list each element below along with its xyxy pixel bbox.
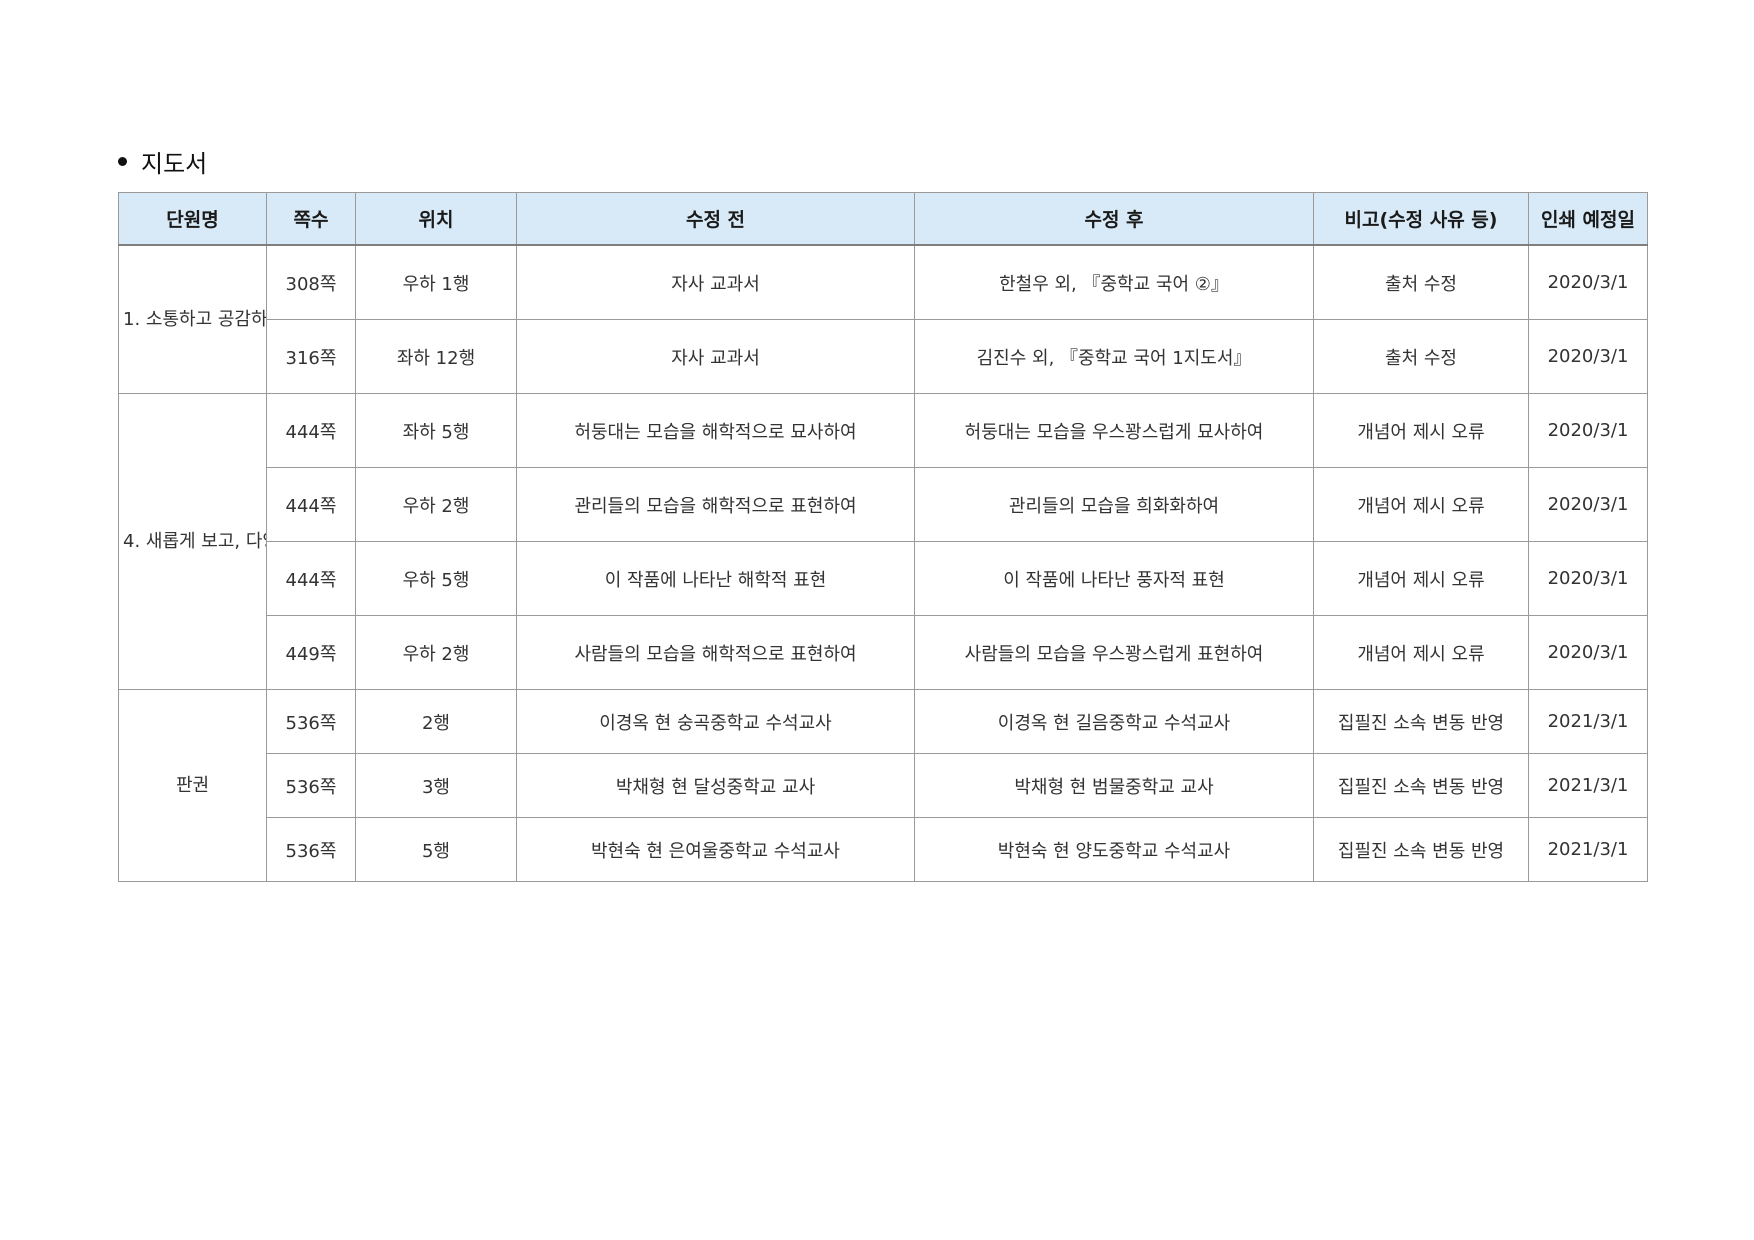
header-note: 비고(수정 사유 등) xyxy=(1313,192,1529,246)
table-row: 536쪽 5행 박현숙 현 은여울중학교 수석교사 박현숙 현 양도중학교 수석… xyxy=(119,817,1648,882)
section-heading: 지도서 xyxy=(118,144,207,179)
unit-cell: 1. 소통하고 공감하는 삶 xyxy=(118,244,267,394)
table-row: 1. 소통하고 공감하는 삶 308쪽 우하 1행 자사 교과서 한철우 외, … xyxy=(118,244,1648,394)
note-cell: 집필진 소속 변동 반영 xyxy=(1313,689,1529,754)
print-date-cell: 2021/3/1 xyxy=(1528,753,1648,818)
table-row: 536쪽 3행 박채형 현 달성중학교 교사 박채형 현 범물중학교 교사 집필… xyxy=(119,753,1648,818)
table-row: 판권 536쪽 2행 이경옥 현 숭곡중학교 수석교사 이경옥 현 길음중학교 … xyxy=(118,689,1648,882)
header-position: 위치 xyxy=(355,192,517,246)
position-cell: 3행 xyxy=(355,753,517,818)
unit-cell: 4. 새롭게 보고, 다양하게 표현하고 xyxy=(118,393,267,690)
header-after: 수정 후 xyxy=(914,192,1314,246)
note-cell: 개념어 제시 오류 xyxy=(1313,467,1529,542)
before-cell: 사람들의 모습을 해학적으로 표현하여 xyxy=(516,615,915,690)
after-cell: 이경옥 현 길음중학교 수석교사 xyxy=(914,689,1314,754)
page-cell: 536쪽 xyxy=(266,689,356,754)
print-date-cell: 2021/3/1 xyxy=(1528,817,1648,882)
print-date-cell: 2021/3/1 xyxy=(1528,689,1648,754)
print-date-cell: 2020/3/1 xyxy=(1528,615,1648,690)
before-cell: 박현숙 현 은여울중학교 수석교사 xyxy=(516,817,915,882)
before-cell: 박채형 현 달성중학교 교사 xyxy=(516,753,915,818)
after-cell: 박채형 현 범물중학교 교사 xyxy=(914,753,1314,818)
header-row: 단원명 쪽수 위치 수정 전 수정 후 비고(수정 사유 등) 인쇄 예정일 xyxy=(118,192,1648,246)
before-cell: 관리들의 모습을 해학적으로 표현하여 xyxy=(516,467,915,542)
before-cell: 자사 교과서 xyxy=(516,319,915,394)
print-date-cell: 2020/3/1 xyxy=(1528,244,1648,320)
position-cell: 5행 xyxy=(355,817,517,882)
position-cell: 우하 1행 xyxy=(355,244,517,320)
position-cell: 좌하 5행 xyxy=(355,393,517,468)
page-cell: 536쪽 xyxy=(266,817,356,882)
header-unit: 단원명 xyxy=(118,192,267,246)
after-cell: 이 작품에 나타난 풍자적 표현 xyxy=(914,541,1314,616)
note-cell: 개념어 제시 오류 xyxy=(1313,541,1529,616)
unit-cell: 판권 xyxy=(118,689,267,882)
errata-table: 단원명 쪽수 위치 수정 전 수정 후 비고(수정 사유 등) 인쇄 예정일 1… xyxy=(118,192,1648,882)
print-date-cell: 2020/3/1 xyxy=(1528,393,1648,468)
table-row: 444쪽 우하 5행 이 작품에 나타난 해학적 표현 이 작품에 나타난 풍자… xyxy=(119,541,1648,616)
table-row: 4. 새롭게 보고, 다양하게 표현하고 444쪽 좌하 5행 허둥대는 모습을… xyxy=(118,393,1648,690)
print-date-cell: 2020/3/1 xyxy=(1528,541,1648,616)
header-before: 수정 전 xyxy=(516,192,915,246)
table-row: 449쪽 우하 2행 사람들의 모습을 해학적으로 표현하여 사람들의 모습을 … xyxy=(119,615,1648,690)
note-cell: 개념어 제시 오류 xyxy=(1313,393,1529,468)
position-cell: 우하 5행 xyxy=(355,541,517,616)
before-cell: 자사 교과서 xyxy=(516,244,915,320)
position-cell: 좌하 12행 xyxy=(355,319,517,394)
after-cell: 한철우 외, 『중학교 국어 ②』 xyxy=(914,244,1314,320)
note-cell: 집필진 소속 변동 반영 xyxy=(1313,817,1529,882)
page-cell: 449쪽 xyxy=(266,615,356,690)
before-cell: 이 작품에 나타난 해학적 표현 xyxy=(516,541,915,616)
after-cell: 관리들의 모습을 희화화하여 xyxy=(914,467,1314,542)
print-date-cell: 2020/3/1 xyxy=(1528,319,1648,394)
bullet-icon xyxy=(118,157,127,166)
header-print-date: 인쇄 예정일 xyxy=(1528,192,1648,246)
after-cell: 김진수 외, 『중학교 국어 1지도서』 xyxy=(914,319,1314,394)
after-cell: 허둥대는 모습을 우스꽝스럽게 묘사하여 xyxy=(914,393,1314,468)
note-cell: 출처 수정 xyxy=(1313,319,1529,394)
page-cell: 444쪽 xyxy=(266,467,356,542)
section-title: 지도서 xyxy=(141,150,208,178)
table-row: 444쪽 우하 2행 관리들의 모습을 해학적으로 표현하여 관리들의 모습을 … xyxy=(119,467,1648,542)
before-cell: 허둥대는 모습을 해학적으로 묘사하여 xyxy=(516,393,915,468)
page-cell: 444쪽 xyxy=(266,541,356,616)
page-cell: 444쪽 xyxy=(266,393,356,468)
after-cell: 박현숙 현 양도중학교 수석교사 xyxy=(914,817,1314,882)
note-cell: 집필진 소속 변동 반영 xyxy=(1313,753,1529,818)
note-cell: 출처 수정 xyxy=(1313,244,1529,320)
before-cell: 이경옥 현 숭곡중학교 수석교사 xyxy=(516,689,915,754)
print-date-cell: 2020/3/1 xyxy=(1528,467,1648,542)
page-cell: 536쪽 xyxy=(266,753,356,818)
note-cell: 개념어 제시 오류 xyxy=(1313,615,1529,690)
page-cell: 308쪽 xyxy=(266,244,356,320)
after-cell: 사람들의 모습을 우스꽝스럽게 표현하여 xyxy=(914,615,1314,690)
position-cell: 2행 xyxy=(355,689,517,754)
table-row: 316쪽 좌하 12행 자사 교과서 김진수 외, 『중학교 국어 1지도서』 … xyxy=(119,319,1648,394)
position-cell: 우하 2행 xyxy=(355,615,517,690)
header-page: 쪽수 xyxy=(266,192,356,246)
position-cell: 우하 2행 xyxy=(355,467,517,542)
page-cell: 316쪽 xyxy=(266,319,356,394)
